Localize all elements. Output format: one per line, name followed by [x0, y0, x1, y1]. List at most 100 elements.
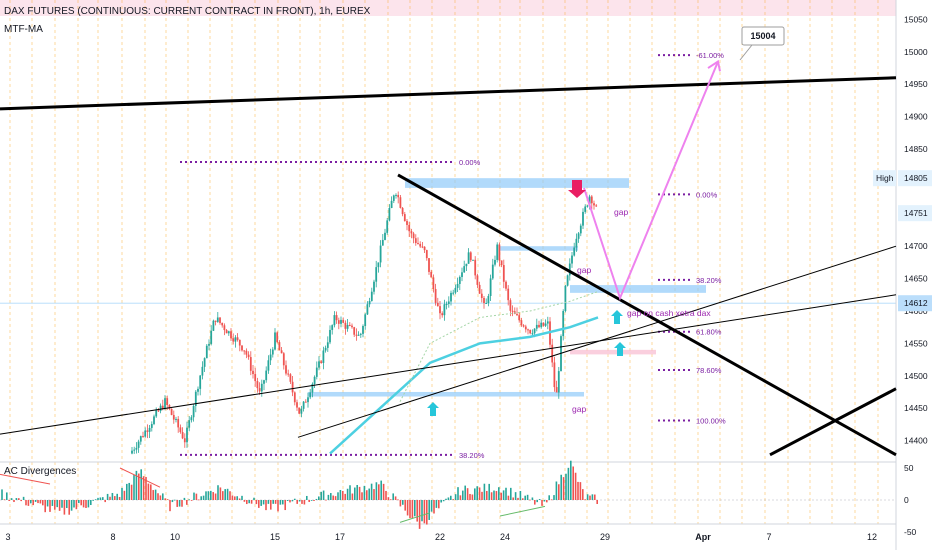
ac-histogram-bar: [301, 500, 303, 504]
candle-body: [452, 292, 455, 294]
ac-histogram-bar: [438, 500, 440, 509]
ac-histogram-bar: [550, 499, 553, 501]
time-tick-label: 3: [5, 532, 10, 542]
down-arrow-marker: [568, 180, 586, 198]
candle-body: [582, 211, 584, 226]
ac-histogram-bar: [42, 500, 44, 506]
ac-histogram-bar: [106, 493, 109, 500]
candle-body: [425, 250, 428, 259]
candle-body: [386, 220, 389, 233]
candle-body: [542, 322, 545, 326]
ac-histogram-bar: [459, 495, 462, 500]
candle-body: [309, 392, 312, 398]
ac-histogram-bar: [452, 499, 454, 500]
candle-body: [351, 325, 353, 328]
candle-body: [150, 424, 153, 428]
ac-histogram-bar: [133, 475, 135, 500]
ac-histogram-bar: [548, 495, 550, 500]
ac-histogram-bar: [495, 491, 498, 500]
candle-body: [579, 225, 582, 234]
candle-body: [359, 333, 362, 335]
candle-body: [212, 320, 215, 331]
candle-body: [419, 243, 422, 247]
candle-body: [166, 398, 169, 406]
candle-body: [197, 388, 199, 392]
candle-body: [551, 344, 554, 363]
candle-body: [520, 320, 523, 326]
candle-body: [502, 265, 505, 282]
candle-body: [557, 371, 560, 393]
ac-histogram-bar: [49, 500, 51, 512]
candle-body: [236, 337, 239, 340]
trend-line: [397, 173, 897, 457]
candle-body: [509, 300, 512, 311]
candle-body: [252, 370, 254, 375]
candle-body: [232, 338, 235, 342]
candle-body: [153, 416, 155, 425]
candle-body: [298, 407, 301, 414]
candle-body: [307, 397, 309, 403]
ac-histogram-bar: [572, 466, 574, 500]
candle-body: [243, 350, 246, 352]
ac-histogram-bar: [289, 500, 291, 503]
candle-body: [500, 260, 503, 266]
ac-histogram-bar: [536, 500, 538, 503]
target-callout-label: 15004: [750, 31, 775, 41]
candle-body: [489, 278, 492, 296]
candle-body: [335, 315, 338, 321]
candle-body: [142, 436, 144, 438]
candle-body: [139, 436, 142, 442]
ac-histogram-bar: [8, 500, 10, 501]
ac-histogram-bar: [82, 500, 85, 508]
ac-histogram-bar: [121, 487, 123, 500]
candle-body: [201, 366, 204, 376]
ac-histogram-bar: [596, 500, 598, 504]
candle-body: [377, 262, 380, 268]
candle-body: [362, 326, 364, 334]
candle-body: [346, 324, 349, 329]
ac-histogram-bar: [486, 490, 488, 500]
ac-histogram-bar: [298, 500, 301, 502]
candle-body: [546, 321, 549, 324]
ac-histogram-bar: [181, 500, 183, 507]
ac-histogram-bar: [380, 480, 382, 500]
ac-histogram-bar: [46, 500, 49, 507]
candle-body: [507, 288, 510, 301]
high-label: High: [876, 173, 894, 183]
candle-body: [135, 447, 138, 450]
ac-histogram-bar: [267, 500, 270, 504]
ac-histogram-bar: [411, 500, 414, 519]
ac-histogram-bar: [392, 493, 394, 500]
ac-histogram-bar: [469, 493, 471, 500]
ac-histogram-bar: [313, 500, 315, 501]
ac-histogram-bar: [224, 489, 226, 500]
candle-body: [186, 427, 188, 443]
candle-body: [344, 322, 347, 329]
candle-body: [331, 325, 334, 330]
ac-histogram-bar: [397, 499, 399, 501]
candle-body: [355, 334, 358, 336]
level-price-box: [898, 295, 932, 312]
ac-histogram-bar: [152, 490, 154, 500]
target-callout-pointer: [739, 44, 753, 61]
ac-histogram-bar: [322, 490, 325, 500]
ac-histogram-bar: [238, 498, 241, 500]
fib-level-label: 61.80%: [696, 328, 722, 337]
ac-histogram-bar: [39, 500, 42, 504]
candle-body: [443, 304, 446, 316]
header-band: [0, 0, 896, 16]
ac-histogram-bar: [500, 492, 502, 500]
time-tick-label: 15: [270, 532, 280, 542]
ac-histogram-bar: [373, 489, 375, 500]
ac-histogram-bar: [54, 500, 56, 510]
ac-histogram-bar: [409, 500, 411, 519]
ac-histogram-bar: [325, 499, 327, 501]
ac-histogram-bar: [162, 493, 164, 500]
time-tick-label: 24: [500, 532, 510, 542]
ac-histogram-bar: [351, 493, 354, 500]
high-price-label: 14805: [904, 173, 928, 183]
ac-histogram-bar: [514, 492, 517, 500]
ac-histogram-bar: [416, 500, 418, 522]
